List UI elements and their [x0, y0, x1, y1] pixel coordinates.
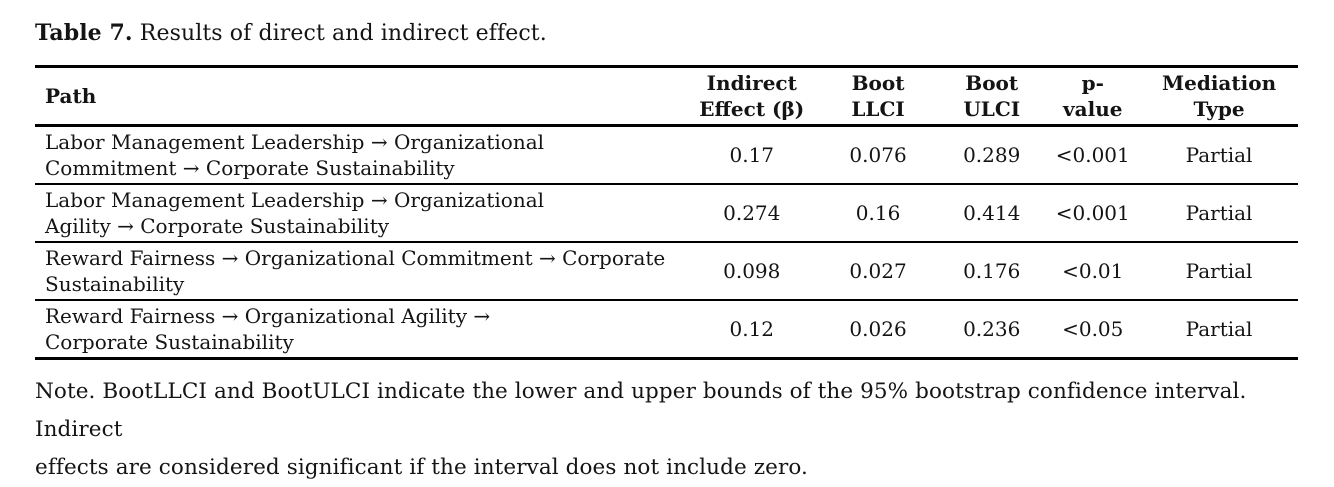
cell-p-value: <0.001 [1055, 143, 1130, 167]
cell-path: Labor Management Leadership → Organizati… [35, 183, 686, 242]
cell-boot-ulci: 0.289 [963, 143, 1021, 167]
table-note: Note. BootLLCI and BootULCI indicate the… [35, 379, 1247, 480]
cell-path: Reward Fairness → Organizational Agility… [35, 299, 686, 359]
table-row: Labor Management Leadership → Organizati… [35, 126, 1298, 185]
cell-mediation-type: Partial [1140, 241, 1298, 300]
cell-boot-llci: 0.076 [849, 143, 907, 167]
col-header-boot-ulci: Boot ULCI [938, 66, 1046, 127]
cell-path: Labor Management Leadership → Organizati… [45, 130, 545, 180]
cell-p-value: <0.01 [1045, 241, 1141, 300]
cell-path: Reward Fairness → Organizational Commitm… [35, 241, 686, 300]
cell-boot-llci: 0.026 [818, 299, 939, 359]
cell-indirect-effect: 0.098 [685, 241, 819, 300]
cell-mediation-type: Partial [1140, 299, 1298, 359]
table-caption-label: Table 7. [35, 20, 133, 46]
cell-boot-ulci: 0.236 [938, 299, 1046, 359]
cell-indirect-effect: 0.12 [685, 299, 819, 359]
cell-p-value: <0.05 [1045, 299, 1141, 359]
cell-mediation-type: Partial [1185, 143, 1253, 167]
col-header-indirect-effect: Indirect Effect (β) [685, 66, 819, 127]
cell-p-value: <0.001 [1045, 183, 1141, 242]
table-caption-text: Results of direct and indirect effect. [132, 21, 547, 46]
table-header-row: Path Indirect Effect (β) Boot LLCI Boot … [35, 66, 1298, 127]
table-header: Path Indirect Effect (β) Boot LLCI Boot … [35, 66, 1298, 127]
table-caption: Table 7. Results of direct and indirect … [35, 18, 1298, 49]
results-table: Path Indirect Effect (β) Boot LLCI Boot … [35, 65, 1298, 360]
cell-boot-llci: 0.16 [818, 183, 939, 242]
table-row: Reward Fairness → Organizational Agility… [35, 299, 1298, 359]
cell-indirect-effect: 0.274 [685, 183, 819, 242]
cell-boot-ulci: 0.414 [938, 183, 1046, 242]
cell-indirect-effect: 0.17 [729, 143, 775, 167]
table-row: Labor Management Leadership → Organizati… [35, 183, 1298, 242]
col-header-mediation-type: Mediation Type [1140, 66, 1298, 127]
cell-boot-ulci: 0.176 [938, 241, 1046, 300]
col-header-boot-llci: Boot LLCI [818, 66, 939, 127]
cell-boot-llci: 0.027 [818, 241, 939, 300]
col-header-p-value: p- value [1045, 66, 1141, 127]
table-body: Labor Management Leadership → Organizati… [35, 126, 1298, 359]
col-header-path: Path [35, 66, 686, 127]
table-row: Reward Fairness → Organizational Commitm… [35, 241, 1298, 300]
cell-mediation-type: Partial [1140, 183, 1298, 242]
